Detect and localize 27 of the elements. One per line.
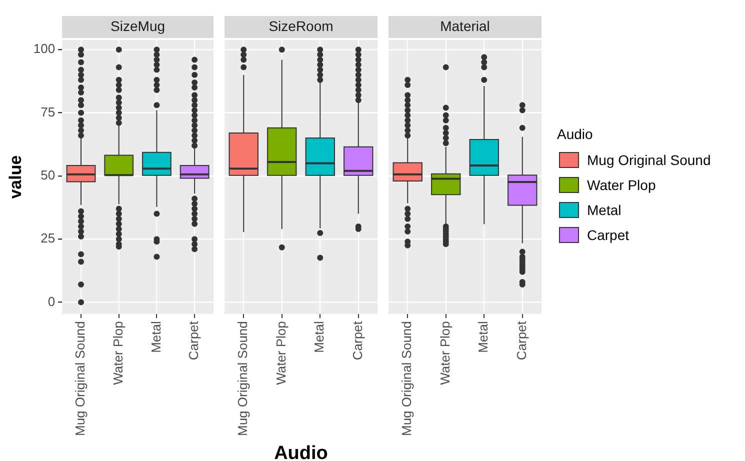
y-tick-label: 75 bbox=[40, 104, 56, 120]
x-tick-label: Mug Original Sound bbox=[72, 321, 88, 436]
x-tick-label: Water Plop bbox=[110, 321, 126, 385]
x-tick-label: Metal bbox=[148, 320, 164, 353]
x-tick-label: Carpet bbox=[350, 320, 365, 360]
chart-title: SizeMug bbox=[110, 18, 166, 34]
legend-label: Metal bbox=[587, 202, 622, 218]
legend-label: Water Plop bbox=[587, 177, 656, 193]
chart-title: Material bbox=[440, 18, 490, 34]
y-tick-label: 0 bbox=[48, 294, 56, 309]
y-tick-label: 25 bbox=[40, 230, 56, 246]
legend-title: Audio bbox=[557, 126, 594, 142]
x-tick-label: Water Plop bbox=[273, 321, 288, 385]
x-tick-label: Mug Original Sound bbox=[235, 321, 250, 436]
x-tick-label: Carpet bbox=[186, 320, 202, 360]
x-tick-label: Metal bbox=[476, 320, 491, 353]
y-tick-label: 50 bbox=[40, 167, 56, 182]
x-tick-label: Mug Original Sound bbox=[399, 321, 414, 436]
x-tick-label: Metal bbox=[312, 320, 327, 353]
y-axis-title: value bbox=[6, 155, 25, 199]
x-axis-title: Audio bbox=[273, 443, 329, 461]
x-tick-label: Carpet bbox=[514, 320, 529, 360]
y-tick-label: 100 bbox=[33, 41, 56, 56]
legend-label: Mug Original Sound bbox=[587, 152, 711, 168]
chart-title: SizeRoom bbox=[268, 18, 334, 34]
legend-label: Carpet bbox=[587, 227, 630, 243]
x-tick-label: Water Plop bbox=[437, 321, 452, 385]
